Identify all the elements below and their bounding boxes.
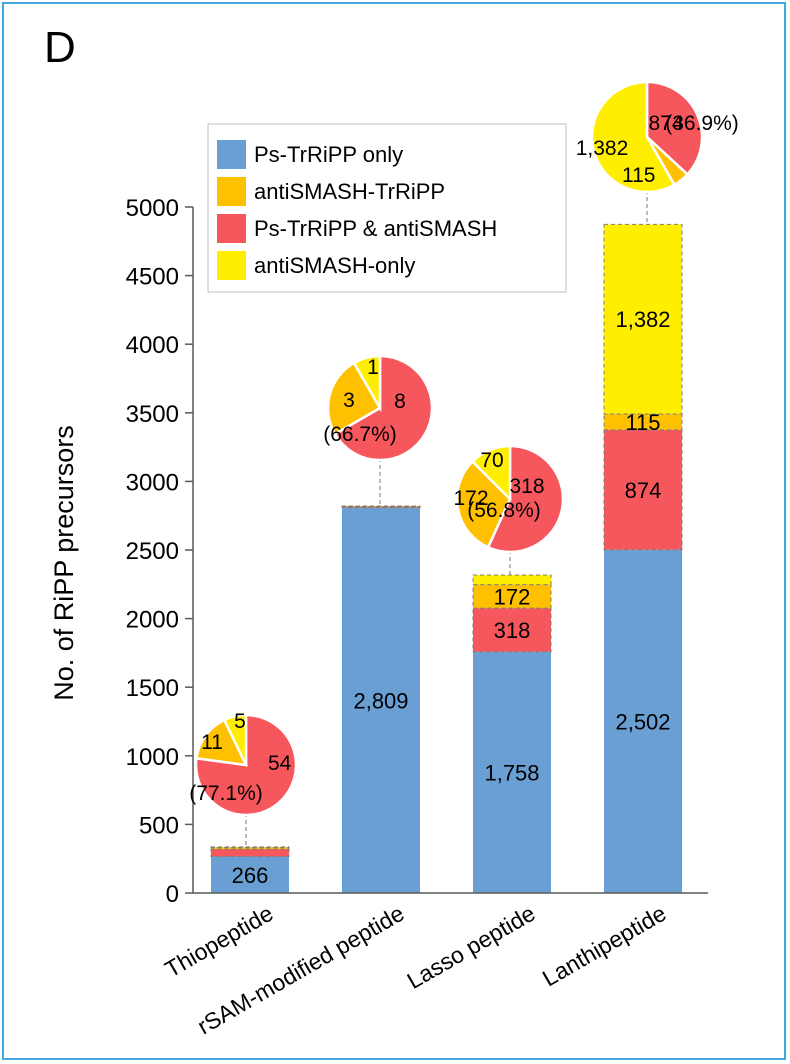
legend-swatch [217, 140, 246, 169]
pie-percent-label: (77.1%) [189, 782, 263, 805]
pie-slice [352, 354, 382, 413]
y-tick-label: 1500 [126, 675, 179, 702]
y-tick-label: 5000 [126, 195, 179, 222]
bar-segment [210, 848, 290, 858]
pie-value-label: 874 [648, 112, 683, 135]
pie-slice [470, 444, 512, 503]
pie-value-label: 172 [453, 487, 488, 510]
pie-value-label: 3 [343, 389, 355, 412]
bar-segment [342, 507, 420, 893]
pie-value-label: 70 [480, 449, 503, 472]
bar-value-label: 266 [232, 863, 269, 888]
y-tick-label: 2000 [126, 607, 179, 634]
bar-segment [603, 429, 683, 551]
pie-value-label: 1 [367, 356, 379, 379]
pie-slice [333, 354, 434, 462]
bar-segment [603, 223, 683, 415]
pie-percent-label: (66.7%) [323, 423, 397, 446]
y-axis: 0 500 1000 1500 2000 2500 3000 3500 4000 4500 5000 [126, 195, 194, 908]
legend-box [207, 123, 567, 293]
pie-value-label: 115 [622, 164, 655, 187]
y-axis-title: No. of RiPP precursors [49, 425, 79, 701]
bar-segment [604, 549, 682, 893]
bar-value-label: 1,382 [615, 307, 670, 332]
legend-label: Ps-TrRiPP & antiSMASH [254, 216, 497, 241]
y-tick-label: 3000 [126, 469, 179, 496]
y-tick-label: 0 [166, 881, 179, 908]
pie-slice [222, 713, 248, 766]
pie-slice [194, 713, 298, 817]
pie-value-label: 11 [201, 731, 223, 754]
pie-percent-label: (56.8%) [467, 499, 541, 522]
bar-value-label: 2,809 [353, 688, 408, 713]
bar-value-label: 874 [625, 478, 662, 503]
bar-segment [341, 505, 421, 507]
pie-slice [486, 444, 565, 554]
bar-value-label: 1,758 [484, 760, 539, 785]
y-tick-label: 4000 [126, 332, 179, 359]
x-tick-label: Lasso peptide [402, 900, 539, 994]
pie-slice [645, 80, 704, 177]
bar-segment [210, 846, 290, 849]
x-tick-label: Thiopeptide [160, 900, 277, 983]
bar-value-label: 172 [494, 584, 531, 609]
bar-segment [210, 847, 290, 850]
y-tick-label: 4500 [126, 264, 179, 291]
legend-label: antiSMASH-only [254, 253, 415, 278]
bar-segment [211, 856, 289, 893]
legend-swatch [217, 214, 246, 243]
y-tick-label: 1000 [126, 744, 179, 771]
bar-value-label: 318 [494, 618, 531, 643]
panel-label: D [44, 23, 76, 72]
pie-value-label: 1,382 [576, 137, 629, 160]
pie-value-label: 54 [268, 752, 292, 775]
pie-slice [326, 361, 382, 436]
pie-slice [590, 80, 677, 194]
legend: Ps-TrRiPP only antiSMASH-TrRiPP Ps-TrRiPP … [207, 123, 567, 293]
pie-percent-label: (36.9%) [665, 112, 739, 135]
y-tick-label: 500 [139, 812, 179, 839]
legend-label: Ps-TrRiPP only [254, 142, 403, 167]
bar-value-label: 2,502 [615, 709, 670, 734]
pie-value-label: 318 [509, 475, 544, 498]
legend-swatch [217, 177, 246, 206]
x-tick-label: Lanthipeptide [538, 900, 671, 992]
bar-segment [472, 574, 552, 586]
y-tick-label: 3500 [126, 401, 179, 428]
bar-segment [473, 651, 551, 893]
pie-value-label: 8 [394, 390, 406, 413]
pie-value-label: 5 [234, 710, 246, 733]
legend-swatch [217, 251, 246, 280]
pie-slice [455, 459, 512, 549]
bar-segment [341, 506, 421, 509]
x-tick-label: rSAM-modified peptide [193, 900, 409, 1039]
pies-layer: 54(77.1%)1158(66.7%)31318(56.8%)17270874… [189, 80, 739, 847]
y-tick-label: 2500 [126, 538, 179, 565]
legend-label: antiSMASH-TrRiPP [254, 179, 445, 204]
